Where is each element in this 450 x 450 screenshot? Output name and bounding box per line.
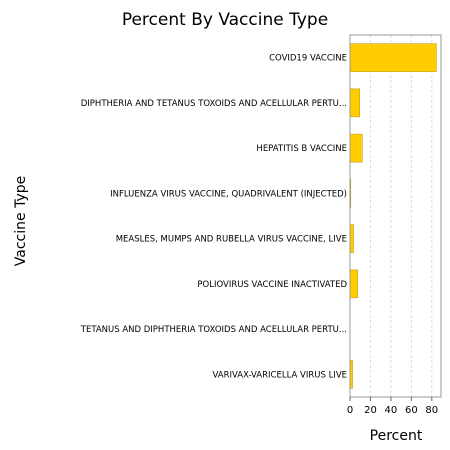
chart-title: Percent By Vaccine Type	[122, 10, 328, 30]
category-label-2: HEPATITIS B VACCINE	[256, 144, 347, 154]
category-label-0: COVID19 VACCINE	[269, 54, 347, 64]
y-axis-title: Vaccine Type	[13, 176, 29, 266]
bar-1	[349, 88, 360, 118]
category-label-3: INFLUENZA VIRUS VACCINE, QUADRIVALENT (I…	[110, 189, 347, 199]
x-axis-title: Percent	[370, 428, 423, 444]
category-label-7: VARIVAX-VARICELLA VIRUS LIVE	[212, 370, 347, 380]
bar-0	[349, 43, 437, 72]
bar-5	[349, 269, 358, 299]
category-label-4: MEASLES, MUMPS AND RUBELLA VIRUS VACCINE…	[116, 235, 347, 245]
plot-frame	[349, 34, 442, 398]
plot-area: COVID19 VACCINE DIPHTHERIA AND TETANUS TO…	[80, 34, 442, 416]
x-tick-label-4: 80	[425, 405, 438, 416]
x-tick-label-0: 0	[347, 405, 353, 416]
x-tick-label-3: 60	[405, 405, 418, 416]
x-tick-label-2: 40	[385, 405, 398, 416]
bar-4	[349, 224, 354, 253]
bar-2	[349, 133, 363, 163]
category-label-5: POLIOVIRUS VACCINE INACTIVATED	[197, 280, 347, 290]
category-label-6: TETANUS AND DIPHTHERIA TOXOIDS AND ACELL…	[80, 325, 347, 335]
x-tick-label-1: 20	[364, 405, 377, 416]
category-label-1: DIPHTHERIA AND TETANUS TOXOIDS AND ACELL…	[81, 99, 347, 109]
